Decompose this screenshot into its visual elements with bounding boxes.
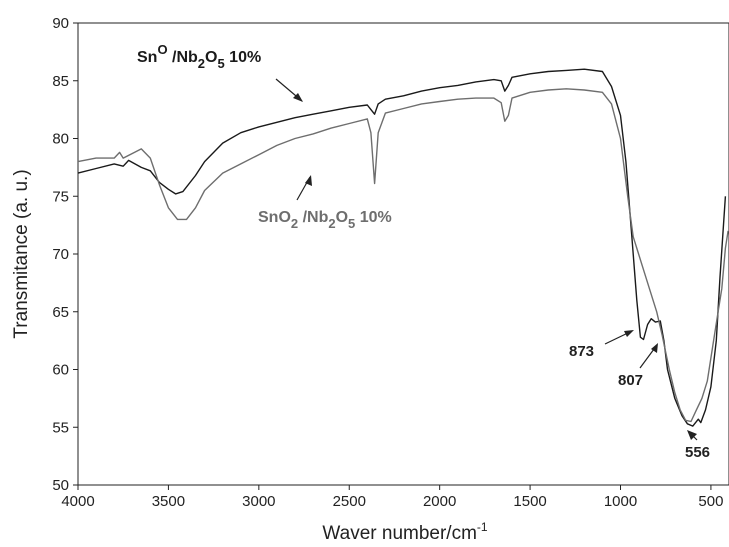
y-tick-label: 75 xyxy=(52,188,69,205)
x-tick-label: 3500 xyxy=(152,493,185,510)
x-tick-label: 1000 xyxy=(604,493,637,510)
y-tick-label: 80 xyxy=(52,131,69,148)
annotation-arrowhead-807 xyxy=(651,343,658,353)
y-tick-label: 50 xyxy=(52,477,69,494)
x-axis-title: Waver number/cm-1 xyxy=(322,520,487,544)
series-line-sno xyxy=(77,68,727,427)
x-tick-label: 3000 xyxy=(242,493,275,510)
y-tick-label: 70 xyxy=(52,246,69,263)
annotation-873: 873 xyxy=(569,343,594,360)
y-axis-ticks: 50 55 60 65 70 75 80 85 90 xyxy=(52,15,78,494)
y-tick-label: 55 xyxy=(52,419,69,436)
series-label-sno-nb2o5: SnO /Nb2O5 10% xyxy=(137,42,261,71)
x-tick-label: 2000 xyxy=(423,493,456,510)
series-label-sno2-nb2o5: SnO2 /Nb2O5 10% xyxy=(258,209,392,231)
annotation-556: 556 xyxy=(685,444,710,461)
series-label-arrowhead-sno2 xyxy=(305,175,312,186)
y-tick-label: 60 xyxy=(52,362,69,379)
y-axis-title: Transmitance (a. u.) xyxy=(11,169,32,338)
annotation-arrowhead-556 xyxy=(687,430,697,440)
x-axis-ticks: 4000 3500 3000 2500 2000 1500 1000 500 xyxy=(61,485,723,510)
x-tick-label: 500 xyxy=(698,493,723,510)
series-line-sno2 xyxy=(77,88,729,423)
y-tick-label: 85 xyxy=(52,73,69,90)
x-tick-label: 1500 xyxy=(513,493,546,510)
annotation-807: 807 xyxy=(618,372,643,389)
x-tick-label: 2500 xyxy=(333,493,366,510)
plot-frame xyxy=(77,22,729,486)
series-label-arrowhead-sno xyxy=(293,93,303,102)
y-tick-label: 90 xyxy=(52,15,69,32)
annotation-arrowhead-873 xyxy=(624,330,634,337)
y-tick-label: 65 xyxy=(52,304,69,321)
x-tick-label: 4000 xyxy=(61,493,94,510)
series-layer xyxy=(77,68,729,427)
